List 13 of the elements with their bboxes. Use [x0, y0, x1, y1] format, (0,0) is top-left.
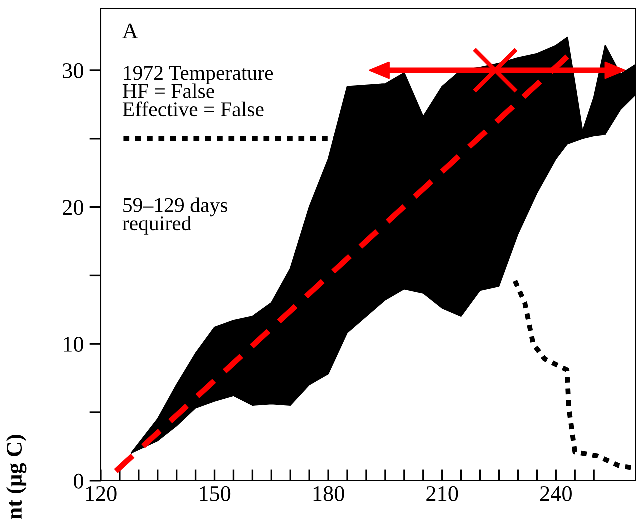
y-tick-label: 10 — [64, 337, 84, 352]
x-tick-label: 120 — [86, 486, 117, 502]
annotation: 59–129 days required — [122, 198, 228, 235]
x-tick-label: 180 — [314, 486, 344, 502]
y-axis-title: nt (µg C) — [6, 435, 27, 520]
annotation: 1972 Temperature HF = False Effective = False — [122, 66, 274, 117]
y-tick-label: 20 — [63, 200, 84, 216]
y-tick-label: 0 — [74, 474, 84, 489]
x-tick-label: 210 — [426, 486, 458, 502]
x-tick-label: 150 — [200, 486, 231, 502]
annotation: A — [122, 24, 138, 39]
y-tick-label: 30 — [63, 63, 84, 78]
x-tick-label: 240 — [540, 486, 572, 502]
